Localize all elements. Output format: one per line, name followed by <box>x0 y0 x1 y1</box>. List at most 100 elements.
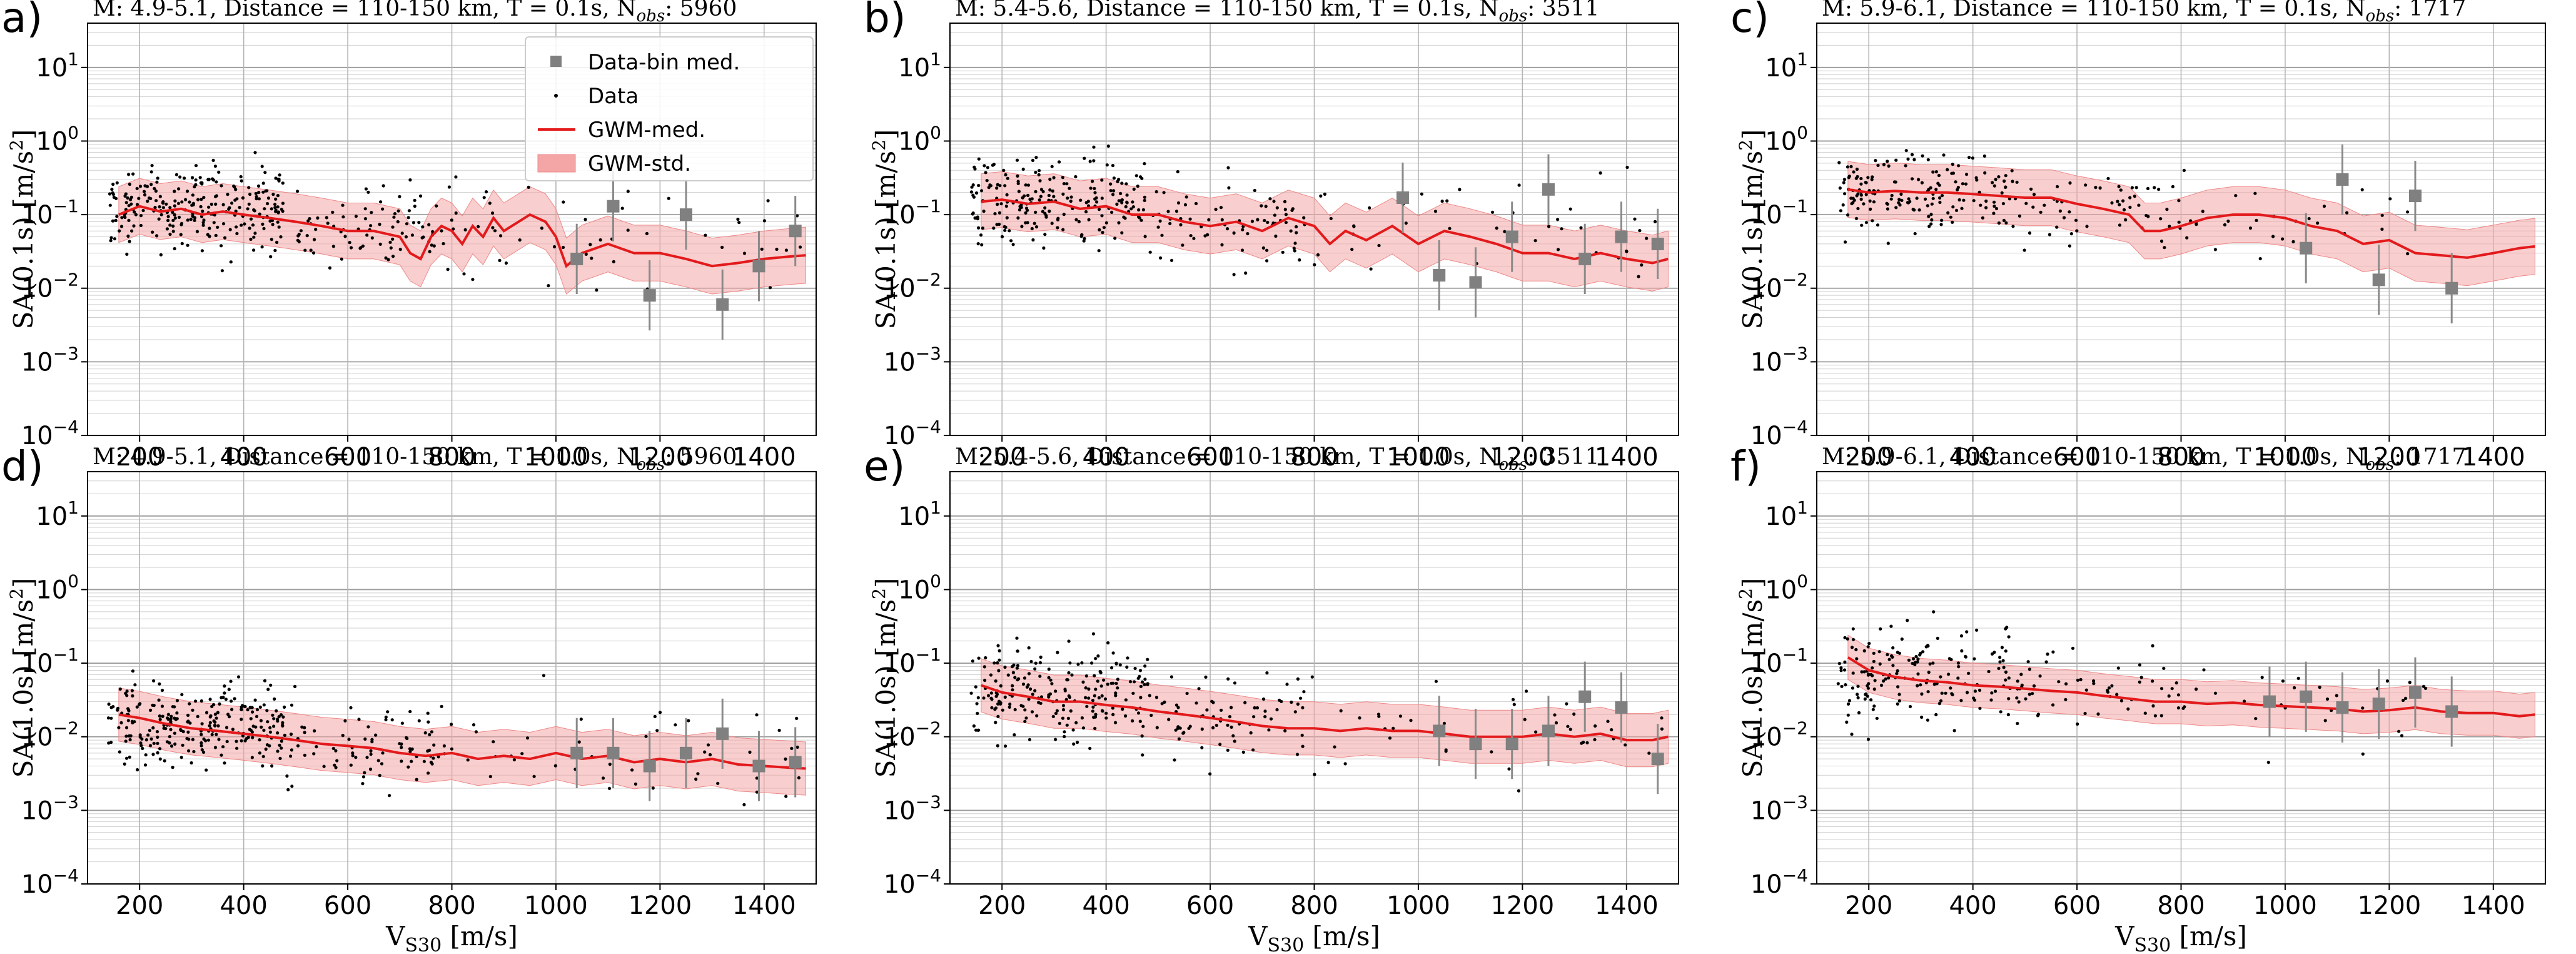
data-point <box>248 728 251 731</box>
data-point <box>191 193 194 197</box>
data-point <box>1252 715 1256 719</box>
y-tick-label: 101 <box>36 497 79 531</box>
data-point <box>976 215 979 219</box>
panel-letter: b) <box>864 0 906 42</box>
data-point <box>247 202 251 206</box>
data-point <box>1120 198 1124 202</box>
data-point <box>1029 659 1033 664</box>
data-point <box>1074 721 1078 724</box>
x-tick-label: 400 <box>1082 891 1129 920</box>
data-points <box>106 669 801 806</box>
data-point <box>996 702 1000 706</box>
data-point <box>158 747 162 751</box>
data-point <box>1042 246 1046 250</box>
y-tick-exponent: −4 <box>916 417 941 437</box>
data-point <box>173 190 176 193</box>
data-point <box>290 748 293 752</box>
data-point <box>1293 710 1297 714</box>
data-point <box>784 757 787 761</box>
bin-median <box>2300 213 2313 283</box>
data-point <box>260 245 264 249</box>
data-point <box>2098 186 2102 190</box>
data-point <box>1026 221 1029 225</box>
data-point <box>276 749 280 753</box>
data-point <box>2195 688 2198 691</box>
data-point <box>1927 225 1931 228</box>
y-tick-exponent: −4 <box>916 865 941 886</box>
legend-item: Data <box>554 84 639 109</box>
data-point <box>2004 185 2008 190</box>
data-point <box>2094 186 2098 190</box>
data-point <box>1912 208 1916 212</box>
x-tick-label: 1200 <box>628 891 692 920</box>
data-point <box>1868 199 1872 203</box>
data-point <box>200 249 204 253</box>
bin-median-marker <box>2372 698 2385 711</box>
data-point <box>2167 694 2171 698</box>
data-point <box>1533 239 1537 243</box>
data-point <box>2137 203 2141 207</box>
data-point <box>1139 684 1143 688</box>
data-point <box>1111 681 1115 685</box>
data-point <box>1119 191 1123 195</box>
data-point <box>1293 249 1296 253</box>
data-point <box>1856 684 1860 688</box>
data-point <box>1916 660 1919 664</box>
data-point <box>989 673 993 677</box>
data-point <box>1174 703 1178 707</box>
data-point <box>1124 182 1128 186</box>
data-point <box>363 771 366 774</box>
data-point <box>343 719 347 723</box>
data-point <box>398 195 402 198</box>
data-point <box>1872 651 1876 655</box>
data-point <box>265 189 269 193</box>
data-point <box>1846 637 1849 641</box>
data-point <box>2004 221 2008 225</box>
data-point <box>300 725 304 729</box>
data-point <box>1079 198 1083 202</box>
data-point <box>325 216 328 220</box>
data-point <box>1047 676 1051 679</box>
data-point <box>440 704 443 708</box>
data-point <box>2182 168 2186 172</box>
panel-letter: f) <box>1730 442 1761 490</box>
data-point <box>1844 683 1847 687</box>
data-point <box>595 288 599 292</box>
y-tick-exponent: 0 <box>1797 122 1808 143</box>
data-point <box>201 223 205 227</box>
data-point <box>303 731 306 734</box>
data-point <box>450 747 454 751</box>
data-point <box>279 235 283 239</box>
data-point <box>186 730 190 734</box>
data-point <box>1973 689 1977 693</box>
data-point <box>263 679 267 683</box>
bin-median-marker <box>1433 724 1446 738</box>
data-point <box>1260 204 1263 208</box>
data-point <box>1350 248 1354 251</box>
data-point <box>1072 742 1076 746</box>
data-point <box>1092 159 1096 163</box>
data-point <box>1185 691 1189 696</box>
data-point <box>216 225 220 229</box>
data-point <box>977 728 981 732</box>
x-tick-label: 1000 <box>1386 443 1450 472</box>
data-point <box>125 252 129 256</box>
x-tick-label: 800 <box>2157 443 2205 472</box>
data-point <box>703 750 707 754</box>
y-tick-exponent: −2 <box>53 718 79 739</box>
data-point <box>1070 673 1074 677</box>
data-point <box>2168 225 2171 228</box>
data-point <box>343 235 347 238</box>
data-point <box>1593 738 1597 741</box>
data-point <box>1034 170 1038 175</box>
data-point <box>171 766 174 769</box>
data-point <box>1882 679 1886 683</box>
data-point <box>1295 225 1298 229</box>
data-point <box>127 173 131 176</box>
data-point <box>1938 196 1942 200</box>
data-point <box>139 214 143 218</box>
data-point <box>381 184 385 188</box>
data-point <box>1034 210 1038 214</box>
data-point <box>1069 709 1073 713</box>
y-tick-label: 10−4 <box>884 417 941 450</box>
